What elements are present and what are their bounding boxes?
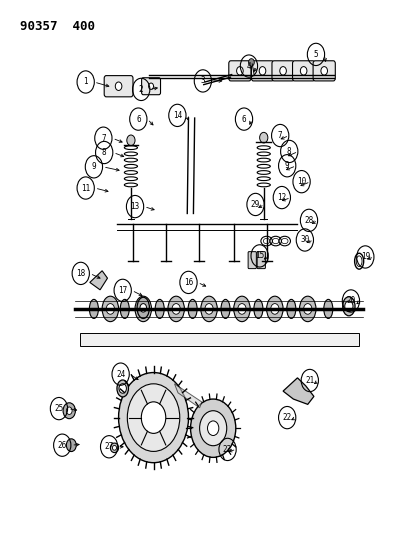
FancyBboxPatch shape (141, 78, 160, 95)
Ellipse shape (233, 296, 249, 321)
Circle shape (204, 304, 213, 314)
Circle shape (190, 399, 235, 457)
Text: 22: 22 (282, 413, 291, 422)
Text: 7: 7 (277, 131, 282, 140)
FancyBboxPatch shape (104, 76, 133, 97)
Text: 8: 8 (102, 148, 106, 157)
Circle shape (118, 373, 188, 463)
Text: 17: 17 (118, 286, 127, 295)
Polygon shape (79, 333, 358, 346)
Text: 19: 19 (360, 253, 369, 262)
Text: 24: 24 (116, 369, 125, 378)
Text: 16: 16 (183, 278, 192, 287)
Text: 12: 12 (277, 193, 286, 202)
Ellipse shape (155, 300, 164, 318)
Polygon shape (282, 378, 313, 405)
FancyBboxPatch shape (292, 61, 314, 81)
FancyBboxPatch shape (256, 252, 265, 269)
Circle shape (139, 304, 147, 314)
Text: 9: 9 (284, 161, 289, 170)
Text: 25: 25 (54, 404, 64, 413)
Circle shape (320, 67, 327, 75)
Ellipse shape (102, 296, 118, 321)
Ellipse shape (266, 296, 282, 321)
Ellipse shape (253, 300, 262, 318)
Circle shape (115, 82, 121, 91)
Circle shape (344, 301, 352, 312)
Circle shape (63, 403, 75, 419)
Text: 7: 7 (101, 134, 105, 143)
Text: 13: 13 (130, 202, 139, 211)
Text: 1: 1 (83, 77, 88, 86)
Text: 8: 8 (286, 147, 291, 156)
Text: 23: 23 (222, 445, 232, 454)
Text: 29: 29 (250, 200, 259, 209)
Text: 20: 20 (345, 296, 355, 305)
Ellipse shape (299, 296, 315, 321)
FancyBboxPatch shape (228, 61, 250, 81)
Ellipse shape (112, 446, 116, 450)
Text: 11: 11 (81, 183, 90, 192)
Circle shape (237, 304, 245, 314)
Ellipse shape (168, 296, 184, 321)
Text: 6: 6 (136, 115, 140, 124)
Ellipse shape (137, 297, 149, 318)
Circle shape (148, 83, 153, 90)
Circle shape (259, 132, 267, 143)
Polygon shape (90, 271, 107, 290)
Text: 18: 18 (76, 269, 85, 278)
Text: 27: 27 (104, 442, 114, 451)
Ellipse shape (110, 443, 118, 453)
Ellipse shape (188, 300, 197, 318)
Text: 21: 21 (304, 376, 313, 385)
Text: 3: 3 (200, 76, 205, 85)
Circle shape (303, 304, 311, 314)
Circle shape (141, 402, 165, 433)
Ellipse shape (135, 296, 151, 321)
FancyBboxPatch shape (251, 61, 273, 81)
Text: 5: 5 (313, 50, 318, 59)
Ellipse shape (120, 300, 129, 318)
Circle shape (207, 421, 218, 435)
Circle shape (199, 411, 226, 446)
Circle shape (172, 304, 180, 314)
Text: 15: 15 (254, 252, 263, 261)
Text: 9: 9 (91, 163, 96, 171)
Text: 90357  400: 90357 400 (20, 20, 95, 33)
Ellipse shape (221, 300, 230, 318)
Text: 10: 10 (296, 177, 306, 186)
Text: 6: 6 (241, 115, 246, 124)
Ellipse shape (116, 380, 128, 397)
Ellipse shape (342, 297, 354, 316)
Circle shape (248, 59, 254, 66)
FancyBboxPatch shape (271, 61, 294, 81)
Text: 30: 30 (299, 236, 309, 245)
Circle shape (299, 67, 306, 75)
Ellipse shape (323, 300, 332, 318)
Text: 26: 26 (57, 441, 67, 450)
FancyBboxPatch shape (247, 252, 256, 269)
Polygon shape (174, 384, 202, 408)
Text: 28: 28 (304, 216, 313, 225)
Circle shape (66, 407, 72, 415)
FancyBboxPatch shape (312, 61, 335, 81)
Circle shape (119, 384, 126, 393)
Ellipse shape (286, 300, 295, 318)
Text: 2: 2 (138, 85, 143, 94)
Ellipse shape (200, 296, 217, 321)
Text: 4: 4 (246, 62, 251, 70)
Circle shape (106, 304, 114, 314)
Circle shape (270, 304, 278, 314)
Circle shape (126, 135, 135, 146)
Circle shape (140, 304, 146, 312)
Circle shape (259, 67, 265, 75)
Circle shape (279, 67, 286, 75)
Ellipse shape (89, 300, 98, 318)
Circle shape (127, 384, 179, 451)
Circle shape (236, 67, 242, 75)
Text: 14: 14 (172, 111, 182, 120)
Circle shape (66, 439, 76, 451)
